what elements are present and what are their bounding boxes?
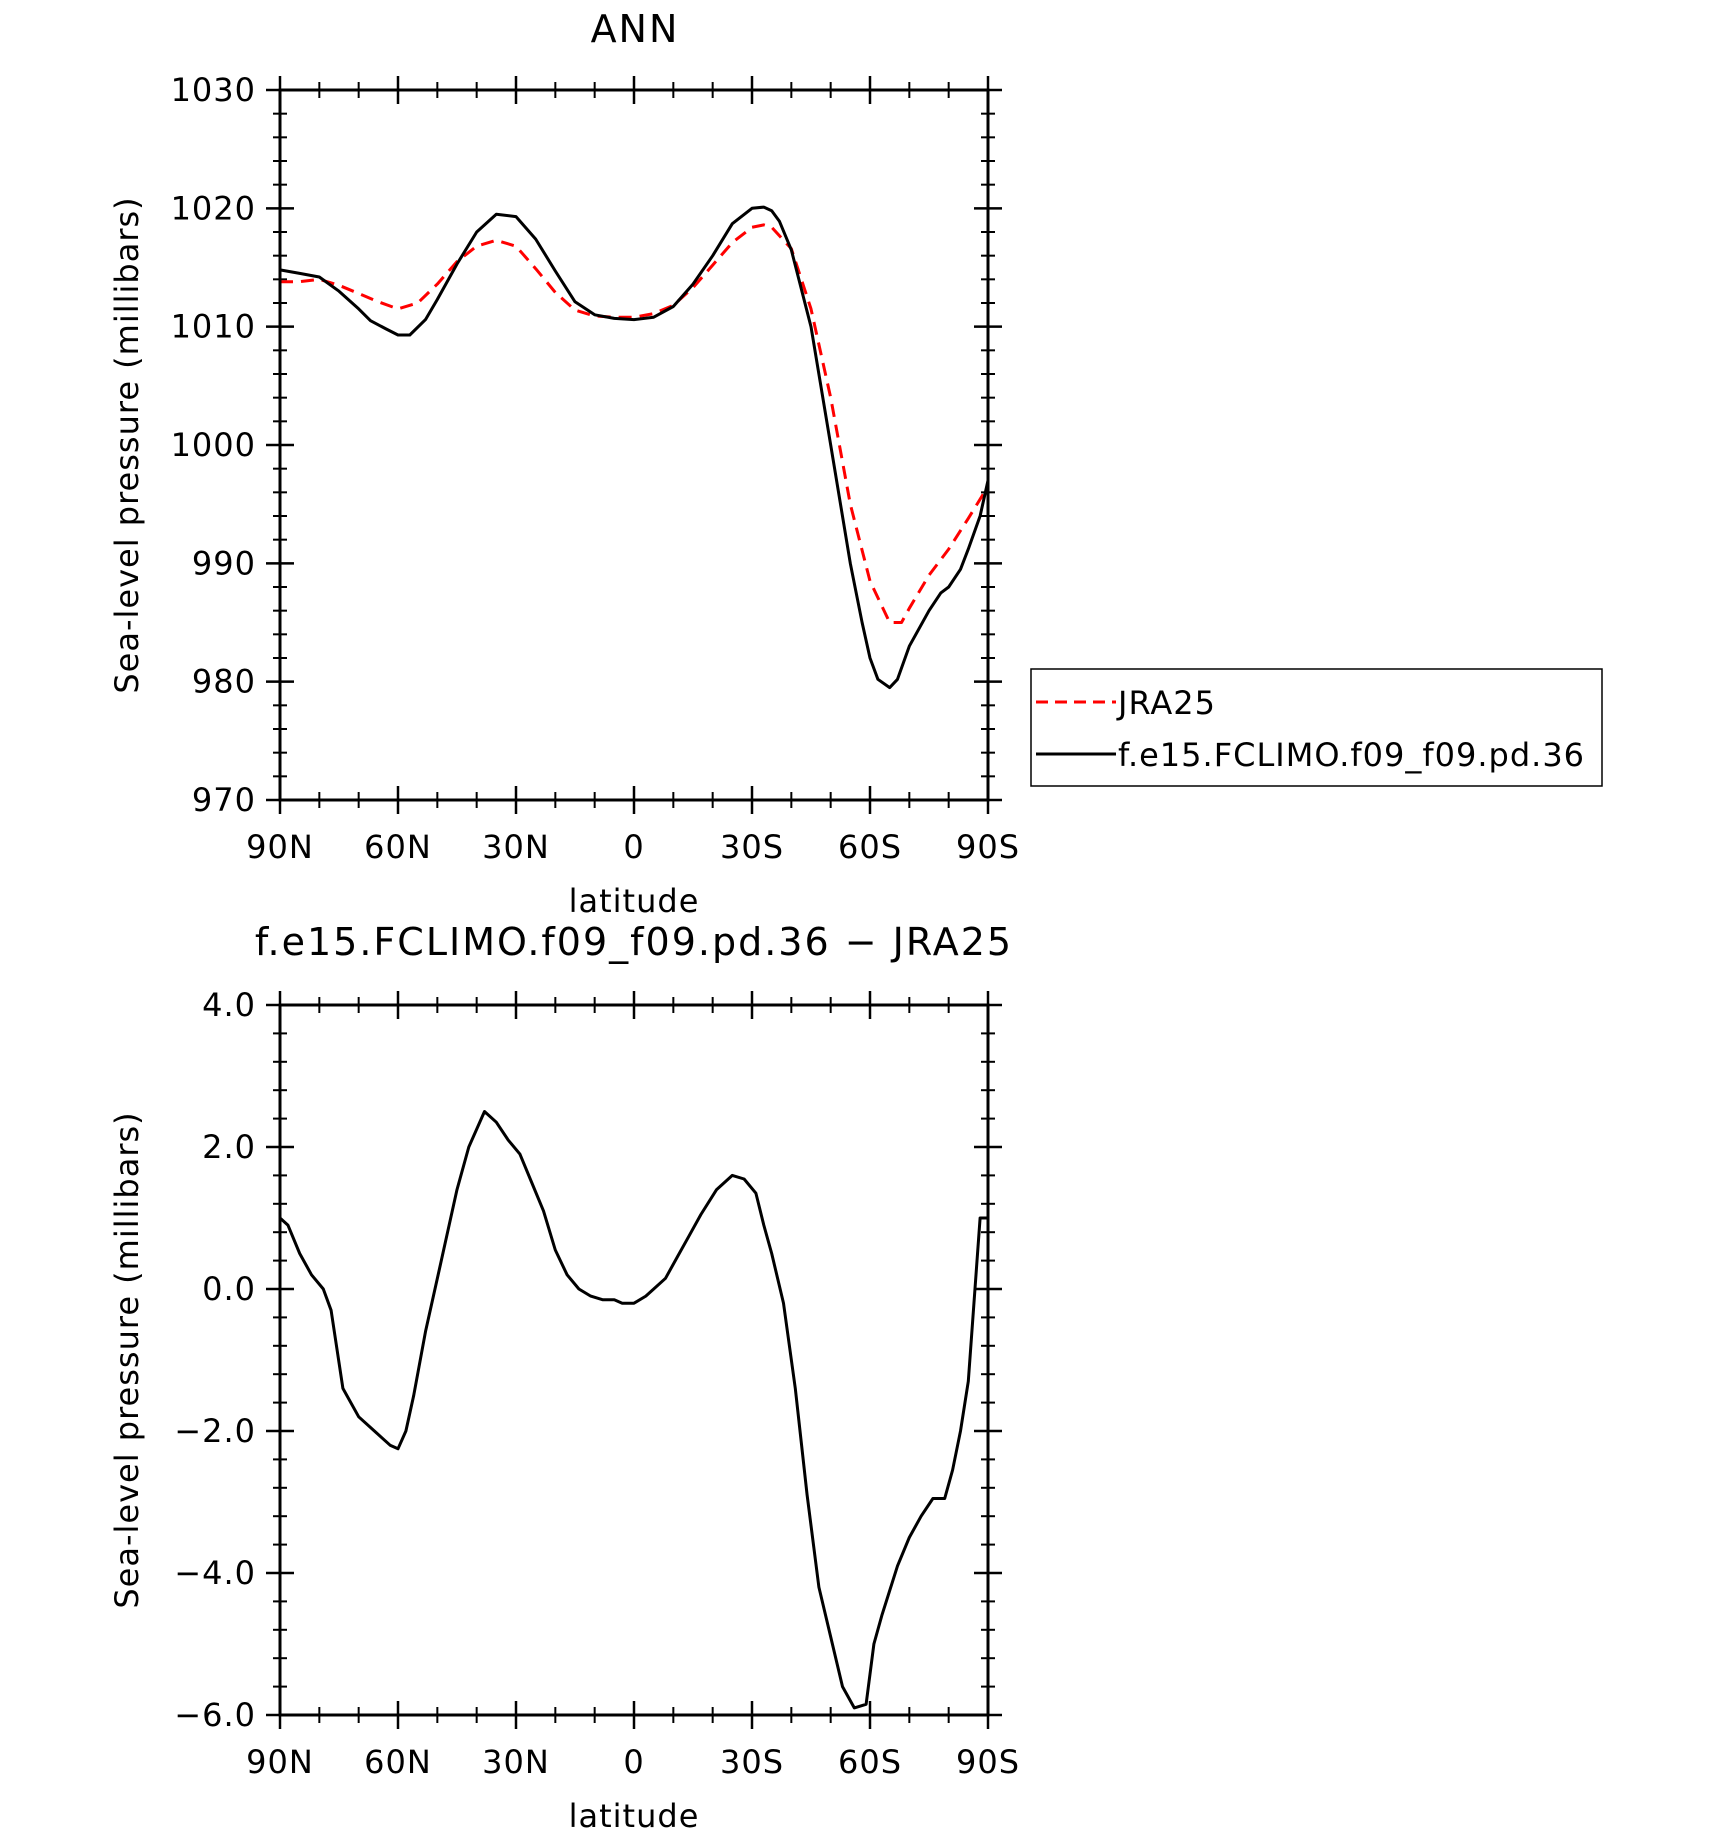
x-axis-label: latitude: [569, 1797, 700, 1833]
y-tick-label: 1030: [171, 71, 256, 109]
x-tick-label: 60N: [364, 828, 432, 866]
plot-frame: [278, 88, 990, 802]
x-tick-label: 90N: [246, 1743, 314, 1781]
x-tick-label: 60N: [364, 1743, 432, 1781]
series-line-jra25: [280, 223, 990, 624]
x-axis-label: latitude: [569, 882, 700, 920]
y-tick-label: 4.0: [202, 986, 256, 1024]
x-tick-label: 0: [623, 1743, 644, 1781]
y-tick-label: 0.0: [202, 1270, 256, 1308]
x-tick-label: 30S: [720, 828, 784, 866]
axis-ticks: 90N 60N 30N 0 30S 60S 90S 970 980 990 1000 1010 1020…: [171, 71, 1020, 866]
x-tick-label: 30S: [720, 1743, 784, 1781]
axis-ticks: 90N 60N 30N 0 30S 60S 90S −6.0 −4.0 −2.0 0.0 2.0 4.0: [174, 986, 1020, 1781]
x-tick-label: 90S: [956, 1743, 1020, 1781]
y-axis-label: Sea-level pressure (millibars): [108, 196, 146, 693]
mean-sea-level-pressure-panel: ANN 90N 60N 30N 0 30S 60S 90S 970 980 990 1000 1010…: [108, 7, 1020, 920]
legend: JRA25 f.e15.FCLIMO.f09_f09.pd.36: [1030, 668, 1603, 787]
y-tick-label: 970: [192, 781, 256, 819]
y-tick-label: 1020: [171, 189, 256, 227]
y-tick-label: −6.0: [174, 1696, 256, 1734]
x-tick-label: 60S: [838, 828, 902, 866]
series-line-difference: [278, 1110, 988, 1710]
y-tick-label: −4.0: [174, 1554, 256, 1592]
x-tick-label: 90N: [246, 828, 314, 866]
y-tick-label: 1000: [171, 426, 256, 464]
legend-label-model: f.e15.FCLIMO.f09_f09.pd.36: [1118, 736, 1585, 774]
x-tick-label: 60S: [838, 1743, 902, 1781]
x-tick-label: 30N: [482, 828, 550, 866]
y-tick-label: 990: [192, 544, 256, 582]
plot-frame: [278, 1003, 990, 1717]
series-line-f-e15-fclimo-f09-f09-pd-36: [279, 205, 990, 690]
difference-panel: f.e15.FCLIMO.f09_f09.pd.36 − JRA25 90N 60…: [108, 920, 1020, 1833]
y-axis-label: Sea-level pressure (millibars): [108, 1111, 146, 1608]
series-lines: [279, 205, 990, 690]
panel-title: ANN: [591, 7, 680, 51]
panel-title: f.e15.FCLIMO.f09_f09.pd.36 − JRA25: [255, 920, 1013, 964]
x-tick-label: 0: [623, 828, 644, 866]
y-tick-label: −2.0: [174, 1412, 256, 1450]
legend-box: [1030, 668, 1603, 787]
series-lines: [278, 1110, 988, 1710]
legend-label-jra25: JRA25: [1116, 684, 1216, 722]
y-tick-label: 980: [192, 663, 256, 701]
y-tick-label: 2.0: [202, 1128, 256, 1166]
y-tick-label: 1010: [171, 308, 256, 346]
x-tick-label: 30N: [482, 1743, 550, 1781]
x-tick-label: 90S: [956, 828, 1020, 866]
